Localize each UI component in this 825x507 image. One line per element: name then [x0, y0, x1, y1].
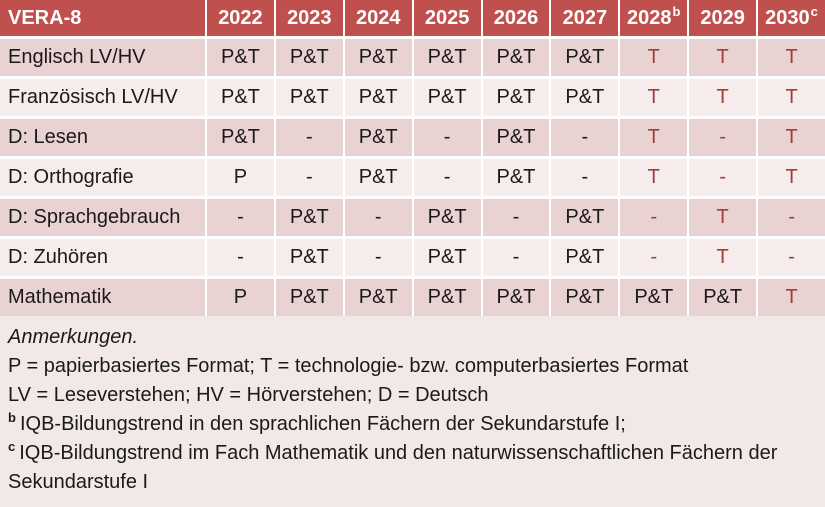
table-value-cell: P&T: [413, 239, 481, 276]
table-value-cell: P&T: [551, 39, 619, 76]
table-value-cell: -: [482, 199, 550, 236]
table-value-cell: -: [207, 239, 274, 276]
table-value-cell: T: [758, 279, 825, 316]
table-value-cell: P&T: [207, 79, 274, 116]
header-label: 2027: [562, 6, 608, 29]
header-label: 2022: [218, 6, 263, 29]
footnote-b-marker: b: [8, 410, 16, 426]
table-value-cell: -: [551, 159, 619, 196]
row-label-cell: Englisch LV/HV: [0, 39, 205, 76]
table-value-cell: P&T: [344, 279, 412, 316]
table-value-cell: P&T: [551, 199, 619, 236]
table-value-cell: -: [413, 159, 481, 196]
table-value-cell: T: [689, 239, 757, 276]
notes-section: Anmerkungen. P = papierbasiertes Format;…: [0, 316, 825, 507]
table-value-cell: T: [758, 79, 825, 116]
table-value-cell: P&T: [551, 239, 619, 276]
table-value-cell: P&T: [413, 279, 481, 316]
table-value-cell: T: [689, 39, 757, 76]
year-header-cell: 2023: [275, 0, 343, 36]
table-value-cell: -: [620, 239, 688, 276]
row-label-cell: D: Orthografie: [0, 159, 205, 196]
table-value-cell: -: [482, 239, 550, 276]
table-value-cell: P&T: [344, 119, 412, 156]
table-value-cell: P: [207, 159, 274, 196]
table-value-cell: -: [344, 199, 412, 236]
vera8-schedule-table: VERA-8 2022 2023 2024 2025 2026 2027 2028 b 2029 2…: [0, 0, 825, 316]
row-label-cell: Mathematik: [0, 279, 205, 316]
table-value-cell: -: [551, 119, 619, 156]
table-value-cell: P&T: [413, 199, 481, 236]
table-value-cell: P&T: [275, 79, 343, 116]
year-header-cell: 2026: [482, 0, 550, 36]
table-value-cell: T: [620, 159, 688, 196]
note-format-legend: P = papierbasiertes Format; T = technolo…: [8, 355, 689, 377]
table-value-cell: -: [207, 199, 274, 236]
table-value-cell: P&T: [275, 279, 343, 316]
header-label: VERA-8: [8, 6, 82, 29]
row-label-cell: D: Zuhören: [0, 239, 205, 276]
header-label: 2026: [493, 6, 539, 29]
table-value-cell: T: [758, 159, 825, 196]
note-footnote-c: c IQB-Bildungstrend im Fach Mathematik un…: [8, 439, 778, 493]
year-header-cell: 2025: [413, 0, 481, 36]
table-value-cell: P&T: [482, 39, 550, 76]
table-value-cell: T: [758, 39, 825, 76]
year-header-cell: 2030 c: [758, 0, 825, 36]
header-label: 2025: [424, 6, 470, 29]
table-value-cell: -: [275, 119, 343, 156]
table-value-cell: T: [620, 119, 688, 156]
table-value-cell: P&T: [482, 159, 550, 196]
year-header-cell: 2027: [551, 0, 619, 36]
header-label: 2023: [287, 6, 332, 29]
table-value-cell: -: [620, 199, 688, 236]
table-value-cell: P&T: [482, 119, 550, 156]
table-value-cell: P&T: [275, 199, 343, 236]
note-footnote-b: b IQB-Bildungstrend in den sprachlichen F…: [8, 410, 626, 435]
table-value-cell: -: [413, 119, 481, 156]
table-value-cell: P&T: [275, 239, 343, 276]
table-value-cell: P&T: [689, 279, 757, 316]
table-title-cell: VERA-8: [0, 0, 205, 36]
header-label: 2028: [627, 6, 672, 29]
year-header-cell: 2028 b: [620, 0, 688, 36]
table-value-cell: P&T: [207, 119, 274, 156]
row-label-cell: D: Sprachgebrauch: [0, 199, 205, 236]
row-label-cell: D: Lesen: [0, 119, 205, 156]
table-value-cell: -: [758, 199, 825, 236]
header-label: 2024: [355, 6, 401, 29]
table-value-cell: P&T: [275, 39, 343, 76]
table-value-cell: T: [620, 79, 688, 116]
table-value-cell: T: [758, 119, 825, 156]
row-label-cell: Französisch LV/HV: [0, 79, 205, 116]
table-value-cell: P&T: [344, 39, 412, 76]
table-value-cell: -: [689, 159, 757, 196]
table-value-cell: P&T: [207, 39, 274, 76]
note-abbreviation-legend: LV = Leseverstehen; HV = Hörverstehen; D…: [8, 384, 489, 406]
table-value-cell: T: [689, 79, 757, 116]
table-value-cell: T: [689, 199, 757, 236]
table-value-cell: -: [344, 239, 412, 276]
table-value-cell: P&T: [344, 159, 412, 196]
table-value-cell: P&T: [482, 79, 550, 116]
year-header-cell: 2024: [344, 0, 412, 36]
notes-heading: Anmerkungen.: [8, 326, 139, 348]
table-value-cell: P&T: [413, 39, 481, 76]
table-value-cell: P&T: [413, 79, 481, 116]
table-value-cell: P&T: [482, 279, 550, 316]
table-value-cell: -: [758, 239, 825, 276]
header-label: 2030: [765, 6, 810, 29]
header-label: 2029: [700, 6, 745, 29]
table-value-cell: P&T: [551, 279, 619, 316]
table-value-cell: T: [620, 39, 688, 76]
year-header-cell: 2029: [689, 0, 757, 36]
table-value-cell: -: [689, 119, 757, 156]
table-value-cell: P&T: [620, 279, 688, 316]
table-value-cell: P&T: [344, 79, 412, 116]
year-header-cell: 2022: [207, 0, 274, 36]
table-value-cell: -: [275, 159, 343, 196]
footnote-c-marker: c: [8, 439, 16, 455]
table-value-cell: P&T: [551, 79, 619, 116]
table-value-cell: P: [207, 279, 274, 316]
